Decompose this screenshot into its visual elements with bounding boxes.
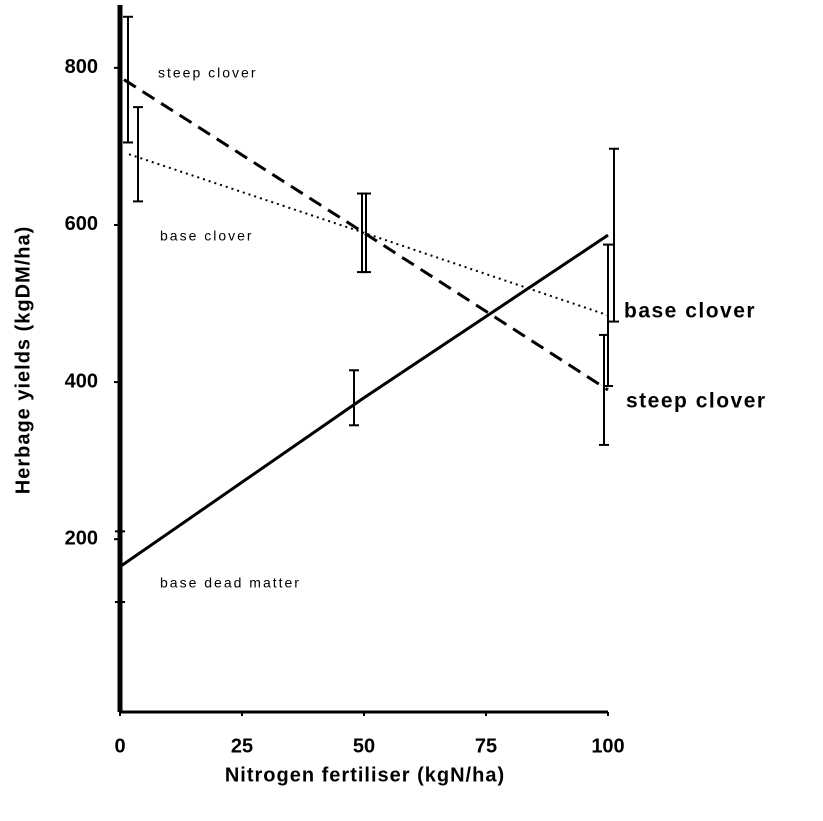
error-bar [123, 15, 133, 144]
series-line [123, 78, 609, 392]
y-axis-title: Herbage yields (kgDM/ha) [12, 226, 34, 495]
y-tick-label: 600 [65, 213, 98, 235]
x-tick-label: 0 [114, 735, 125, 757]
x-tick-label: 100 [591, 735, 624, 757]
error-bar [115, 530, 125, 604]
annotation: base clover [160, 228, 254, 244]
error-bar [609, 147, 619, 323]
y-tick-label: 400 [65, 370, 98, 392]
y-tick-label: 200 [65, 527, 98, 549]
error-bar [349, 369, 359, 427]
error-bar [603, 243, 613, 387]
series-line [119, 233, 609, 568]
error-bar [357, 192, 367, 274]
y-tick-label: 800 [65, 56, 98, 78]
x-axis-title: Nitrogen fertiliser (kgN/ha) [225, 764, 505, 786]
annotation: steep clover [626, 390, 767, 413]
annotation: steep clover [158, 65, 257, 81]
error-bar [133, 106, 143, 203]
series-line [128, 153, 609, 317]
annotation: base clover [624, 300, 756, 323]
x-tick-label: 75 [475, 735, 497, 757]
annotation: base dead matter [160, 575, 301, 591]
x-tick-label: 50 [353, 735, 375, 757]
x-tick-label: 25 [231, 735, 253, 757]
